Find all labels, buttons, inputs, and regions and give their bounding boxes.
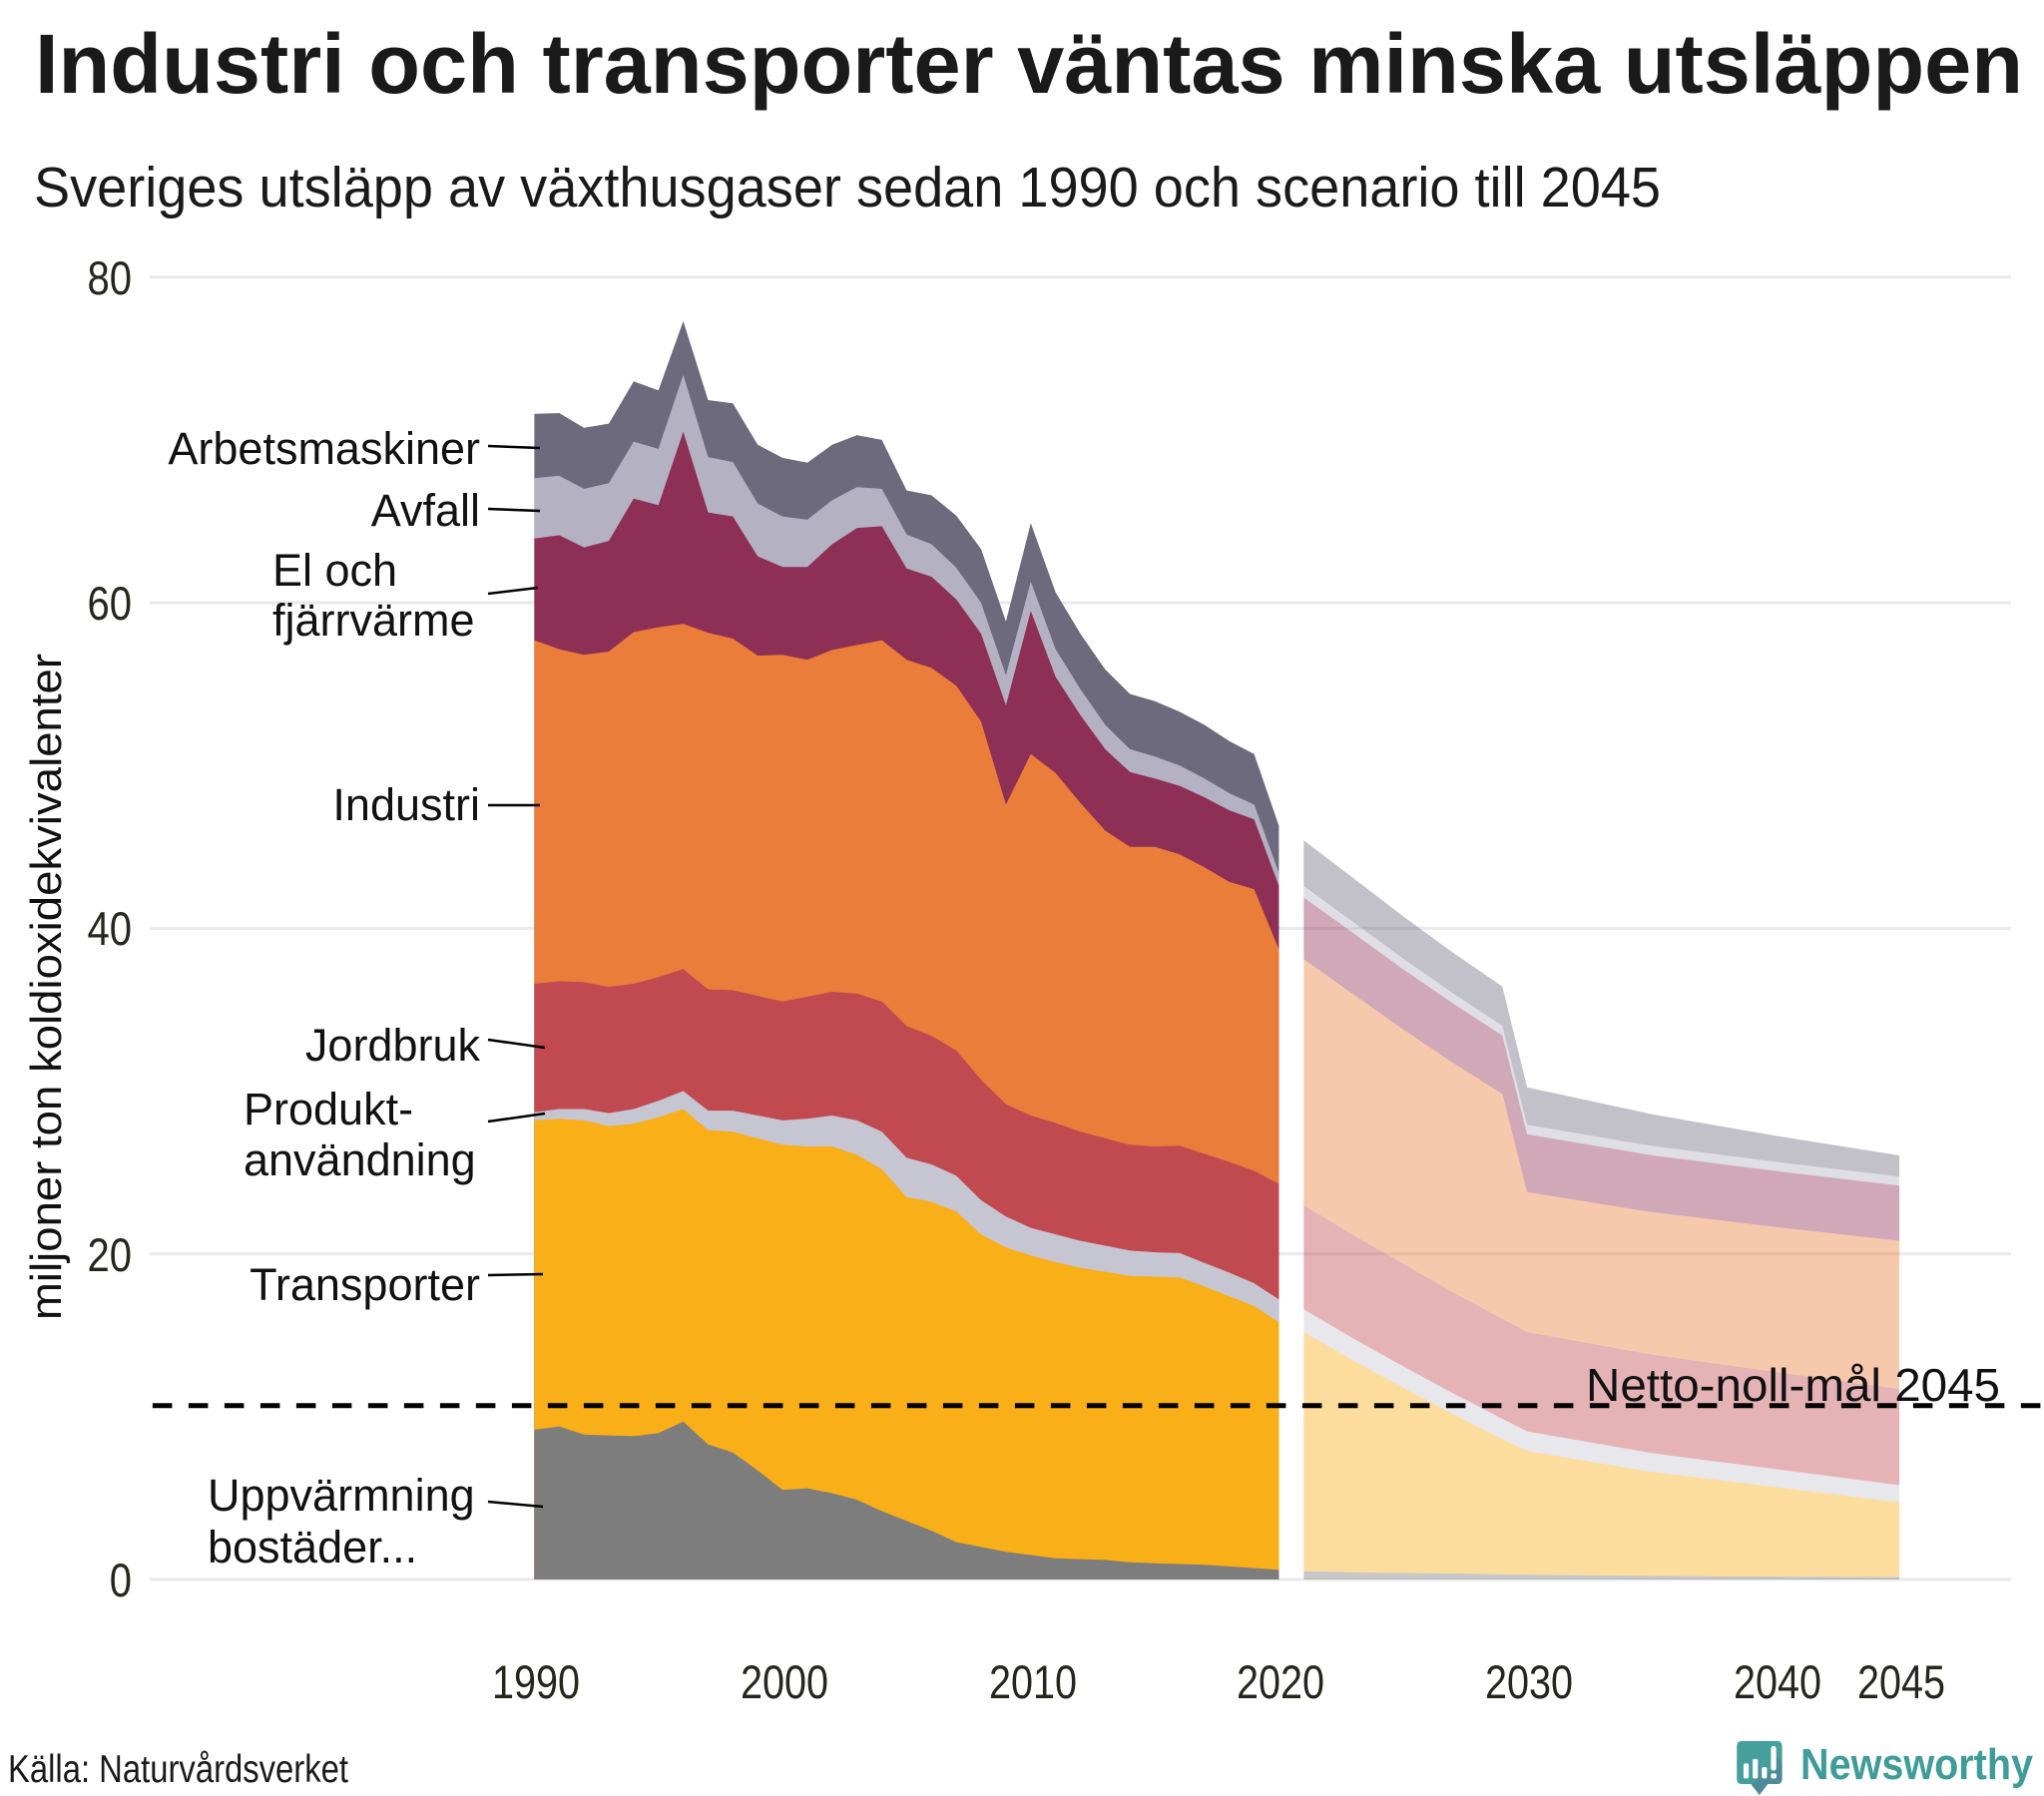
svg-text:1990: 1990 — [492, 1655, 580, 1708]
svg-text:2045: 2045 — [1857, 1655, 1945, 1708]
svg-text:Industri och transporter vänta: Industri och transporter väntas minska u… — [35, 17, 2023, 111]
svg-text:0: 0 — [110, 1554, 132, 1606]
svg-text:Industri: Industri — [332, 779, 480, 830]
svg-text:80: 80 — [88, 251, 133, 304]
svg-text:Källa: Naturvårdsverket: Källa: Naturvårdsverket — [8, 1748, 348, 1791]
svg-text:2040: 2040 — [1734, 1655, 1821, 1708]
svg-text:Avfall: Avfall — [371, 485, 480, 536]
svg-text:bostäder...: bostäder... — [208, 1522, 417, 1572]
svg-text:2020: 2020 — [1237, 1655, 1324, 1708]
svg-text:Jordbruk: Jordbruk — [305, 1020, 481, 1071]
svg-text:Arbetsmaskiner: Arbetsmaskiner — [168, 423, 480, 474]
svg-text:2000: 2000 — [741, 1655, 828, 1708]
svg-text:användning: användning — [244, 1134, 476, 1185]
svg-text:20: 20 — [88, 1228, 133, 1281]
svg-text:El och: El och — [272, 545, 397, 596]
svg-text:miljoner ton koldioxidekvivale: miljoner ton koldioxidekvivalenter — [22, 654, 71, 1320]
svg-text:2010: 2010 — [989, 1655, 1077, 1708]
svg-text:Sveriges utsläpp av växthusgas: Sveriges utsläpp av växthusgaser sedan 1… — [34, 156, 1661, 220]
svg-text:2030: 2030 — [1485, 1655, 1573, 1708]
svg-text:Uppvärmning: Uppvärmning — [208, 1470, 475, 1521]
svg-text:Newsworthy: Newsworthy — [1800, 1740, 2033, 1789]
svg-text:40: 40 — [88, 902, 133, 955]
svg-text:fjärrvärme: fjärrvärme — [272, 595, 475, 646]
svg-text:Transporter: Transporter — [250, 1259, 480, 1310]
svg-text:60: 60 — [88, 577, 133, 630]
svg-text:Netto-noll-mål 2045: Netto-noll-mål 2045 — [1586, 1359, 2000, 1411]
svg-text:Produkt-: Produkt- — [244, 1084, 413, 1134]
